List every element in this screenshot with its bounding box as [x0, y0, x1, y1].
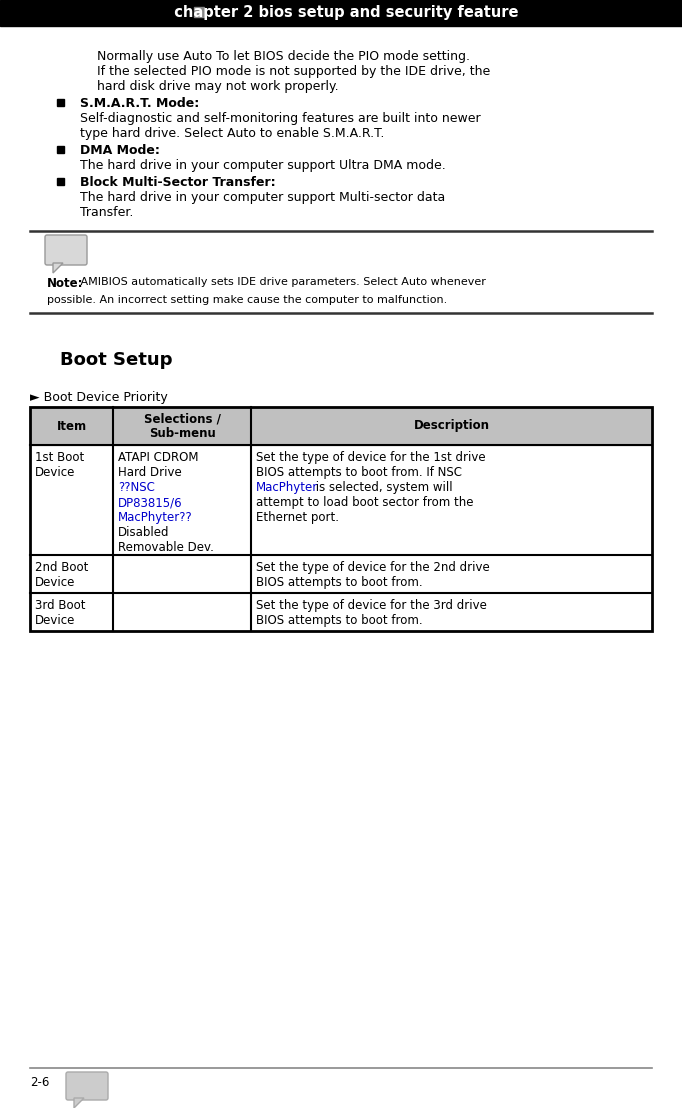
Bar	[57, 99, 64, 106]
Text: Transfer.: Transfer.	[80, 206, 134, 219]
Text: Selections /
Sub-menu: Selections / Sub-menu	[144, 412, 220, 440]
Text: hard disk drive may not work properly.: hard disk drive may not work properly.	[97, 80, 339, 93]
Text: 2-6: 2-6	[30, 1076, 49, 1089]
Text: Set the type of device for the 3rd drive
BIOS attempts to boot from.: Set the type of device for the 3rd drive…	[256, 599, 487, 627]
Text: DP83815/6: DP83815/6	[118, 496, 183, 509]
Text: ATAPI CDROM: ATAPI CDROM	[118, 451, 198, 464]
Text: type hard drive. Select Auto to enable S.M.A.R.T.: type hard drive. Select Auto to enable S…	[80, 127, 385, 140]
Text: Set the type of device for the 2nd drive
BIOS attempts to boot from.: Set the type of device for the 2nd drive…	[256, 561, 490, 589]
Polygon shape	[74, 1098, 84, 1108]
Text: Item: Item	[57, 420, 87, 432]
Text: 3rd Boot
Device: 3rd Boot Device	[35, 599, 85, 627]
FancyBboxPatch shape	[45, 235, 87, 265]
Text: Description: Description	[413, 420, 490, 432]
Text: chapter 2 bios setup and security feature: chapter 2 bios setup and security featur…	[164, 6, 518, 21]
Text: MacPhyter: MacPhyter	[256, 481, 318, 494]
Text: The hard drive in your computer support Multi-sector data: The hard drive in your computer support …	[80, 191, 445, 204]
Bar	[194, 7, 204, 17]
Bar	[30, 407, 652, 445]
FancyBboxPatch shape	[66, 1073, 108, 1100]
Bar	[57, 146, 64, 153]
Text: ??NSC: ??NSC	[118, 481, 155, 494]
Text: Self-diagnostic and self-monitoring features are built into newer: Self-diagnostic and self-monitoring feat…	[80, 112, 481, 125]
Text: The hard drive in your computer support Ultra DMA mode.: The hard drive in your computer support …	[80, 160, 446, 172]
Text: Set the type of device for the 1st drive: Set the type of device for the 1st drive	[256, 451, 486, 464]
Text: Normally use Auto To let BIOS decide the PIO mode setting.: Normally use Auto To let BIOS decide the…	[97, 50, 470, 63]
Text: If the selected PIO mode is not supported by the IDE drive, the: If the selected PIO mode is not supporte…	[97, 65, 490, 78]
Bar	[57, 178, 64, 185]
Text: Boot Setup: Boot Setup	[60, 351, 173, 369]
Text: attempt to load boot sector from the: attempt to load boot sector from the	[256, 496, 473, 509]
Text: is selected, system will: is selected, system will	[312, 481, 453, 494]
Text: Block Multi-Sector Transfer:: Block Multi-Sector Transfer:	[80, 176, 276, 189]
Text: MacPhyter??: MacPhyter??	[118, 511, 193, 524]
Bar	[0, 0, 682, 25]
Text: BIOS attempts to boot from. If NSC: BIOS attempts to boot from. If NSC	[256, 466, 462, 479]
Text: Removable Dev.: Removable Dev.	[118, 541, 214, 554]
Text: DMA Mode:: DMA Mode:	[80, 144, 160, 157]
Bar	[30, 407, 652, 630]
Text: ► Boot Device Priority: ► Boot Device Priority	[30, 391, 168, 404]
Polygon shape	[53, 263, 63, 273]
Text: 1st Boot
Device: 1st Boot Device	[35, 451, 85, 479]
Text: 2nd Boot
Device: 2nd Boot Device	[35, 561, 89, 589]
Text: AMIBIOS automatically sets IDE drive parameters. Select Auto whenever: AMIBIOS automatically sets IDE drive par…	[77, 277, 486, 287]
Text: Ethernet port.: Ethernet port.	[256, 511, 339, 524]
Text: Note:: Note:	[47, 277, 83, 290]
Text: Hard Drive: Hard Drive	[118, 466, 181, 479]
Text: S.M.A.R.T. Mode:: S.M.A.R.T. Mode:	[80, 98, 199, 110]
Text: possible. An incorrect setting make cause the computer to malfunction.: possible. An incorrect setting make caus…	[47, 295, 447, 305]
Text: Disabled: Disabled	[118, 526, 170, 538]
